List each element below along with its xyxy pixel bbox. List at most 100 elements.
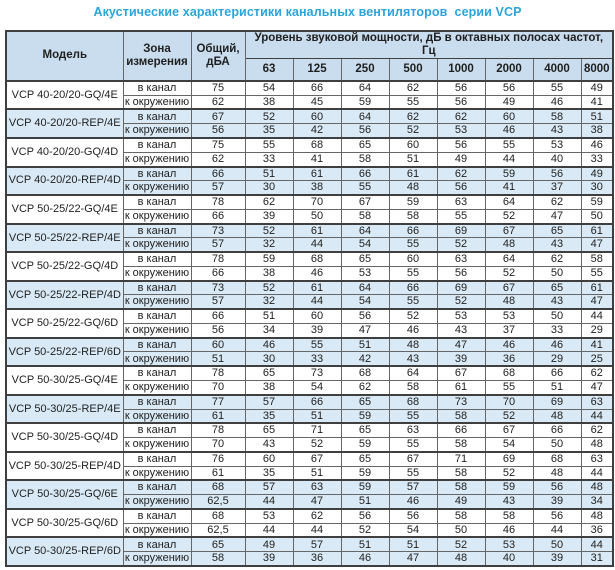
- level-cell: 58: [340, 208, 390, 225]
- level-cell: 41: [580, 94, 614, 110]
- level-cell: 55: [388, 294, 438, 310]
- total-dba-cell: 66: [190, 165, 246, 182]
- level-cell: 51: [244, 308, 294, 324]
- level-cell: 62: [532, 251, 582, 267]
- level-cell: 56: [388, 507, 438, 524]
- level-cell: 55: [580, 265, 614, 282]
- level-cell: 43: [532, 123, 582, 139]
- level-cell: 41: [580, 336, 614, 353]
- level-cell: 61: [580, 222, 614, 239]
- total-dba-cell: 73: [190, 279, 246, 296]
- zone-cell: в канал: [122, 308, 192, 324]
- total-dba-cell: 58: [190, 551, 246, 567]
- zone-cell: в канал: [122, 450, 192, 467]
- level-cell: 43: [484, 494, 534, 510]
- level-cell: 46: [580, 136, 614, 153]
- level-cell: 54: [340, 294, 390, 310]
- zone-cell: к окружению: [122, 237, 192, 253]
- total-dba-cell: 61: [190, 465, 246, 481]
- level-cell: 59: [340, 408, 390, 424]
- level-cell: 52: [436, 294, 486, 310]
- level-cell: 67: [340, 194, 390, 210]
- total-dba-cell: 78: [190, 194, 246, 210]
- level-cell: 52: [244, 108, 294, 125]
- level-cell: 39: [244, 551, 294, 567]
- level-cell: 52: [484, 408, 534, 424]
- level-cell: 60: [388, 251, 438, 267]
- model-cell: VCP 40-20/20-REP/4E: [5, 108, 124, 139]
- zone-cell: к окружению: [122, 94, 192, 110]
- level-cell: 49: [436, 151, 486, 168]
- level-cell: 38: [244, 380, 294, 396]
- level-cell: 61: [292, 222, 342, 239]
- total-dba-cell: 78: [190, 251, 246, 267]
- header-total-dba: Общий, дБА: [190, 30, 246, 82]
- level-cell: 42: [340, 351, 390, 367]
- total-dba-cell: 78: [190, 365, 246, 382]
- level-cell: 58: [340, 151, 390, 168]
- table-row: к окружению 62,5 44 47 51 46 49 43 39 34: [6, 494, 614, 510]
- level-cell: 62: [292, 507, 342, 524]
- level-cell: 44: [244, 522, 294, 538]
- level-cell: 46: [532, 336, 582, 353]
- level-cell: 52: [388, 123, 438, 139]
- level-cell: 60: [244, 450, 294, 467]
- total-dba-cell: 68: [190, 479, 246, 496]
- level-cell: 58: [388, 208, 438, 225]
- zone-cell: в канал: [122, 365, 192, 382]
- level-cell: 56: [436, 136, 486, 153]
- level-cell: 61: [388, 165, 438, 182]
- table-row: VCP 50-30/25-GQ/6E в канал 68 57 63 59 57 58 59 5…: [5, 479, 614, 510]
- model-cell: VCP 40-20/20-GQ/4E: [5, 79, 124, 110]
- level-cell: 59: [340, 94, 390, 110]
- level-cell: 32: [244, 294, 294, 310]
- header-freq-2000: 2000: [484, 58, 534, 82]
- level-cell: 47: [580, 294, 614, 310]
- level-cell: 29: [580, 322, 614, 339]
- level-cell: 49: [580, 79, 614, 96]
- zone-cell: к окружению: [122, 380, 192, 396]
- level-cell: 52: [388, 308, 438, 324]
- table-row: к окружению 57 30 38 55 48 56 41 37 30: [6, 180, 614, 196]
- level-cell: 62: [244, 194, 294, 210]
- level-cell: 66: [532, 422, 582, 439]
- level-cell: 60: [292, 108, 342, 125]
- table-row: VCP 50-30/25-REP/6D в канал 65 49 57 51 51 52 53…: [5, 536, 614, 567]
- table-row: к окружению 51 30 33 42 43 39 36 29 25: [6, 351, 614, 367]
- model-cell: VCP 50-30/25-GQ/4E: [5, 365, 124, 396]
- level-cell: 42: [292, 123, 342, 139]
- level-cell: 53: [244, 507, 294, 524]
- level-cell: 46: [292, 265, 342, 282]
- table-row: к окружению 70 43 52 59 55 58 54 50 48: [6, 437, 614, 453]
- total-dba-cell: 62,5: [190, 522, 246, 538]
- zone-cell: к окружению: [122, 294, 192, 310]
- level-cell: 46: [484, 123, 534, 139]
- level-cell: 55: [388, 265, 438, 282]
- level-cell: 58: [532, 108, 582, 125]
- total-dba-cell: 57: [190, 180, 246, 196]
- level-cell: 44: [292, 237, 342, 253]
- level-cell: 47: [532, 208, 582, 225]
- table-row: к окружению 58 39 36 46 47 48 40 39 31: [6, 551, 614, 567]
- level-cell: 58: [436, 465, 486, 481]
- level-cell: 45: [292, 94, 342, 110]
- level-cell: 55: [388, 94, 438, 110]
- model-cell: VCP 50-25/22-REP/4D: [5, 279, 124, 310]
- level-cell: 51: [580, 108, 614, 125]
- total-dba-cell: 62: [190, 94, 246, 110]
- level-cell: 52: [436, 536, 486, 553]
- level-cell: 43: [244, 437, 294, 453]
- level-cell: 65: [244, 422, 294, 439]
- level-cell: 64: [484, 251, 534, 267]
- total-dba-cell: 77: [190, 393, 246, 410]
- zone-cell: в канал: [122, 422, 192, 439]
- header-row-frequencies: 63 125 250 500 1000 2000 4000 8000: [6, 58, 614, 82]
- level-cell: 67: [436, 365, 486, 382]
- level-cell: 50: [580, 208, 614, 225]
- level-cell: 55: [388, 237, 438, 253]
- level-cell: 44: [580, 465, 614, 481]
- level-cell: 63: [580, 450, 614, 467]
- level-cell: 46: [484, 336, 534, 353]
- level-cell: 38: [244, 265, 294, 282]
- level-cell: 55: [388, 465, 438, 481]
